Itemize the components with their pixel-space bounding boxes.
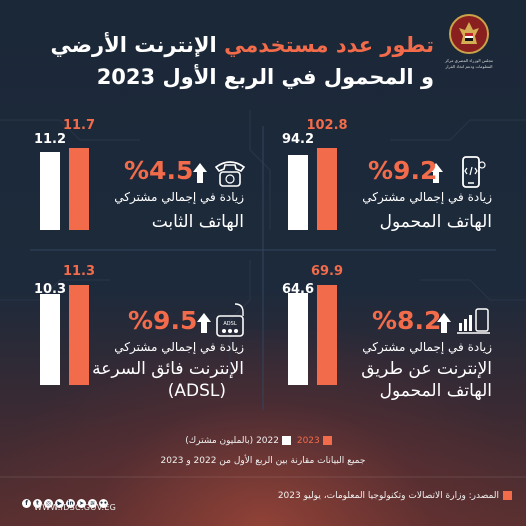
idsc-logo: مجلس الوزراء المصري مركز المعلومات ودعم …: [440, 14, 498, 84]
bar-label-2023: 102.8: [306, 118, 348, 133]
up-arrow-icon: [437, 313, 451, 333]
mobile-phone-icon: [462, 156, 486, 188]
panel-subtitle: زيادة في إجمالي مشتركي: [362, 340, 492, 354]
bar-label-2022: 10.3: [33, 282, 67, 297]
bar-label-2022: 94.2: [281, 132, 315, 147]
panel-name: الهاتف الثابت: [151, 212, 244, 232]
change-percentage: %8.2: [372, 306, 442, 335]
title-highlight: تطور عدد مستخدمي: [224, 33, 434, 57]
logo-seal: [449, 14, 489, 54]
facebook-icon[interactable]: f: [22, 499, 31, 508]
landline-phone-icon: [214, 161, 246, 187]
up-arrow-icon: [193, 163, 207, 183]
panel-name: الهاتف المحمول: [379, 212, 492, 232]
soundcloud-icon[interactable]: ≋: [88, 499, 97, 508]
twitter-icon[interactable]: t: [33, 499, 42, 508]
bar-label-2022: 11.2: [33, 132, 67, 147]
adsl-icon-label: ADSL: [223, 321, 236, 327]
legend-swatch-2023: [322, 436, 332, 445]
bar-2023: [69, 285, 89, 385]
bar-2022: [288, 293, 308, 385]
bar-label-2023: 11.3: [62, 264, 96, 279]
mobile-internet-chart-icon: [457, 308, 490, 334]
bar-2023: [317, 285, 337, 385]
telegram-icon[interactable]: ➤: [77, 499, 86, 508]
bar-2023: [69, 148, 89, 230]
legend-label-2022: 2022: [256, 436, 279, 446]
source-credit: المصدر: وزارة الاتصالات وتكنولوجيا المعل…: [278, 491, 512, 501]
bar-2022: [40, 294, 60, 385]
eagle-icon: [459, 22, 479, 44]
bar-label-2023: 69.9: [310, 264, 344, 279]
up-arrow-icon: [429, 163, 443, 183]
adsl-router-icon: ADSL: [216, 303, 244, 337]
page-title-line1: تطور عدد مستخدمي الإنترنت الأرضي: [51, 30, 435, 60]
change-percentage: %9.5: [128, 306, 198, 335]
comparison-note: جميع البيانات مقارنة بين الربع الأول من …: [160, 456, 366, 466]
panel-subtitle: زيادة في إجمالي مشتركي: [362, 190, 492, 204]
youtube-icon[interactable]: ▶: [55, 499, 64, 508]
logo-caption: مجلس الوزراء المصري مركز المعلومات ودعم …: [444, 58, 494, 69]
page-title-line2: و المحمول في الربع الأول 2023: [96, 65, 434, 89]
bar-2022: [288, 155, 308, 230]
chart-legend: 2023 2022 (بالمليون مشترك): [130, 436, 390, 446]
legend-swatch-2022: [281, 436, 291, 445]
title-rest: الإنترنت الأرضي: [50, 33, 217, 57]
change-percentage: %4.5: [124, 156, 194, 185]
legend-label-2023: 2023: [296, 436, 320, 446]
linkedin-icon[interactable]: in: [66, 499, 75, 508]
social-icons: f t ◎ ▶ in ➤ ≋ ••: [22, 490, 110, 508]
legend-unit: (بالمليون مشترك): [185, 436, 254, 446]
panel-name-line1: الإنترنت عن طريق: [361, 359, 492, 379]
bar-2023: [317, 148, 337, 230]
panel-subtitle: زيادة في إجمالي مشتركي: [114, 190, 244, 204]
bar-2022: [40, 152, 60, 230]
panel-subtitle: زيادة في إجمالي مشتركي: [114, 340, 244, 354]
footer-divider: [0, 476, 526, 478]
bar-label-2023: 11.7: [62, 118, 96, 133]
change-percentage: %9.2: [368, 156, 438, 185]
source-marker: [503, 491, 512, 500]
panel-name-line1: الإنترنت فائق السرعة: [92, 359, 244, 379]
flickr-icon[interactable]: ••: [99, 499, 108, 508]
up-arrow-icon: [197, 313, 211, 333]
website-link[interactable]: WWW.IDSC.GOV.EG: [34, 503, 117, 512]
panel-name-line2: (ADSL): [167, 381, 226, 401]
instagram-icon[interactable]: ◎: [44, 499, 53, 508]
source-text: المصدر: وزارة الاتصالات وتكنولوجيا المعل…: [277, 491, 499, 501]
panel-name-line2: الهاتف المحمول: [379, 381, 492, 401]
